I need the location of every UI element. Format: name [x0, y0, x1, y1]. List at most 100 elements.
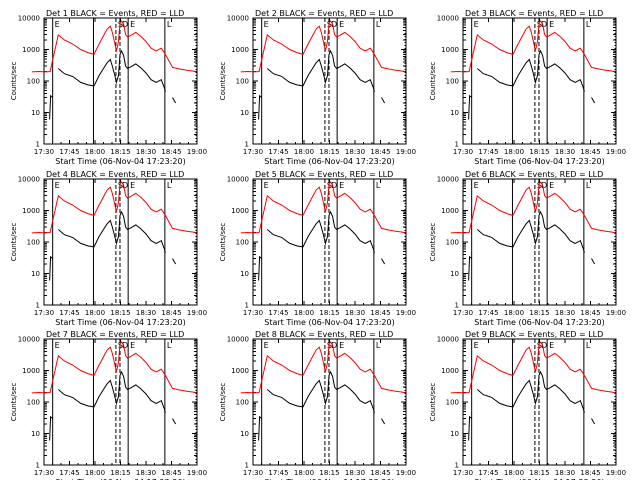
marker-letter: S [537, 20, 542, 29]
marker-letter: E [130, 341, 135, 350]
marker-letter: E [264, 181, 269, 190]
x-tick-label: 18:30 [345, 309, 365, 317]
y-tick-label: 100 [236, 78, 249, 86]
y-tick-label: 10 [240, 270, 249, 278]
x-tick-label: 18:45 [370, 309, 390, 317]
y-tick-label: 1000 [22, 367, 40, 375]
y-tick-label: 1 [455, 302, 459, 310]
x-tick-label: 17:30 [453, 469, 473, 477]
marker-letter: E [339, 20, 344, 29]
y-tick-label: 10 [31, 109, 40, 117]
x-tick-label: 17:45 [268, 148, 288, 156]
x-tick-label: 18:45 [580, 148, 600, 156]
marker-letter: S [537, 341, 542, 350]
marker-letter: S [537, 181, 542, 190]
x-tick-label: 19:00 [396, 148, 416, 156]
plot-frame [43, 338, 198, 466]
x-tick-label: 17:30 [243, 469, 263, 477]
x-tick-label: 18:15 [319, 469, 339, 477]
y-tick-label: 10000 [18, 15, 40, 23]
marker-letter: D [331, 181, 337, 190]
x-tick-label: 18:30 [136, 148, 156, 156]
x-tick-label: 17:30 [453, 148, 473, 156]
y-tick-label: 10 [240, 109, 249, 117]
marker-letter: E [339, 181, 344, 190]
y-tick-label: 1 [245, 141, 249, 149]
x-tick-label: 18:15 [110, 469, 130, 477]
plot-frame [252, 338, 407, 466]
marker-letter: D [122, 181, 128, 190]
x-tick-label: 17:30 [34, 148, 54, 156]
y-tick-label: 1 [245, 462, 249, 470]
x-tick-label: 18:30 [345, 469, 365, 477]
x-tick-label: 18:30 [345, 148, 365, 156]
chart-title: Det 4 BLACK = Events, RED = LLD [46, 170, 184, 179]
x-tick-label: 17:45 [59, 469, 79, 477]
chart-panel-9: Det 9 BLACK = Events, RED = LLD 17:30 17:4… [429, 330, 626, 480]
y-tick-label: 1 [36, 141, 40, 149]
marker-letter: E [549, 341, 554, 350]
marker-letter: S [118, 20, 123, 29]
x-tick-label: 18:30 [136, 469, 156, 477]
x-axis-label: Start Time (06-Nov-04 17:23:20) [264, 478, 394, 480]
y-tick-label: 100 [446, 399, 459, 407]
x-tick-label: 18:45 [370, 148, 390, 156]
y-axis-label: Counts/sec [219, 383, 227, 422]
chart-panel-1: Det 1 BLACK = Events, RED = LLD 17:30 17:4… [10, 9, 207, 166]
chart-title: Det 7 BLACK = Events, RED = LLD [46, 330, 184, 339]
y-axis-label: Counts/sec [219, 62, 227, 101]
y-tick-label: 1 [36, 302, 40, 310]
marker-letter: E [55, 181, 60, 190]
series-line-events [468, 49, 596, 120]
chart-panel-2: Det 2 BLACK = Events, RED = LLD 17:30 17:4… [219, 9, 416, 166]
plot-frame [462, 178, 617, 306]
marker-letter: E [130, 181, 135, 190]
chart-title: Det 9 BLACK = Events, RED = LLD [465, 330, 603, 339]
y-tick-label: 1 [245, 302, 249, 310]
marker-letter: E [549, 20, 554, 29]
series-line-lld [240, 341, 406, 394]
chart-title: Det 2 BLACK = Events, RED = LLD [255, 9, 393, 18]
x-tick-label: 18:45 [580, 309, 600, 317]
y-axis-label: Counts/sec [10, 62, 18, 101]
marker-letter: E [264, 341, 269, 350]
x-tick-label: 18:00 [85, 309, 105, 317]
chart-title: Det 5 BLACK = Events, RED = LLD [255, 170, 393, 179]
y-tick-label: 1000 [441, 207, 459, 215]
x-axis-label: Start Time (06-Nov-04 17:23:20) [264, 157, 394, 166]
x-tick-label: 18:30 [555, 469, 575, 477]
marker-letter: D [122, 20, 128, 29]
series-line-events [49, 370, 177, 441]
x-tick-label: 17:45 [478, 309, 498, 317]
x-tick-label: 19:00 [606, 148, 626, 156]
x-tick-label: 18:15 [319, 148, 339, 156]
x-tick-label: 18:00 [294, 469, 314, 477]
y-tick-label: 1000 [22, 207, 40, 215]
x-tick-label: 17:45 [478, 469, 498, 477]
marker-letter: E [474, 181, 479, 190]
y-tick-label: 100 [27, 78, 40, 86]
marker-letter: L [586, 20, 591, 29]
y-tick-label: 1000 [441, 46, 459, 54]
y-axis-label: Counts/sec [429, 62, 437, 101]
marker-letter: L [167, 341, 172, 350]
y-tick-label: 10 [450, 430, 459, 438]
marker-letter: D [331, 20, 337, 29]
x-tick-label: 18:45 [370, 469, 390, 477]
series-line-lld [450, 181, 616, 234]
y-tick-label: 10000 [437, 336, 459, 344]
marker-letter: L [167, 181, 172, 190]
marker-letter: D [541, 181, 547, 190]
plot-frame [43, 17, 198, 145]
marker-letter: E [339, 341, 344, 350]
series-line-events [258, 49, 386, 120]
y-tick-label: 1 [455, 462, 459, 470]
x-tick-label: 18:45 [580, 469, 600, 477]
marker-letter: D [541, 341, 547, 350]
x-tick-label: 18:15 [529, 148, 549, 156]
x-tick-label: 18:30 [555, 309, 575, 317]
x-tick-label: 18:00 [294, 148, 314, 156]
x-tick-label: 19:00 [187, 469, 207, 477]
x-tick-label: 18:45 [161, 469, 181, 477]
marker-letter: E [264, 20, 269, 29]
